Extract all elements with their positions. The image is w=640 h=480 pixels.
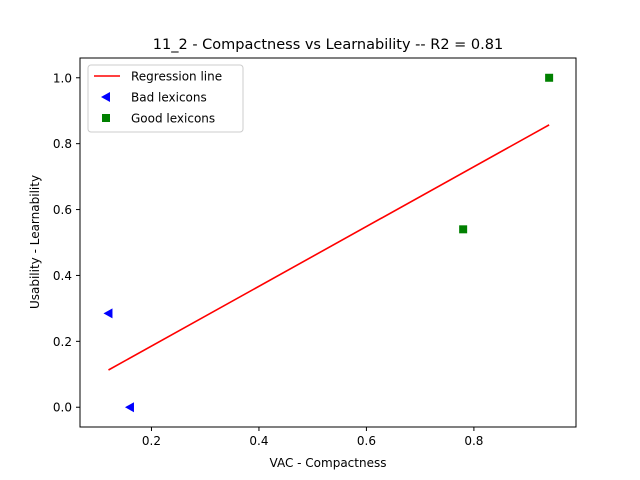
- y-tick-label: 0.0: [53, 401, 72, 415]
- legend-label: Regression line: [131, 70, 222, 84]
- legend-label: Bad lexicons: [131, 91, 207, 105]
- y-tick-label: 0.4: [53, 269, 72, 283]
- legend-label: Good lexicons: [131, 112, 215, 126]
- legend: Regression line Bad lexicons Good lexicons: [88, 65, 243, 132]
- y-tick-label: 0.6: [53, 203, 72, 217]
- x-tick-label: 0.2: [142, 434, 161, 448]
- y-axis-label: Usability - Learnability: [28, 175, 42, 309]
- y-tick-label: 0.8: [53, 137, 72, 151]
- x-tick-label: 0.6: [357, 434, 376, 448]
- good-lexicon-point: [459, 225, 467, 233]
- chart-title: 11_2 - Compactness vs Learnability -- R2…: [153, 37, 503, 53]
- legend-square-swatch: [102, 114, 110, 122]
- y-tick-label: 1.0: [53, 71, 72, 85]
- good-lexicon-point: [545, 74, 553, 82]
- x-axis-label: VAC - Compactness: [270, 456, 387, 470]
- x-tick-label: 0.8: [464, 434, 483, 448]
- y-tick-label: 0.2: [53, 335, 72, 349]
- x-tick-label: 0.4: [249, 434, 268, 448]
